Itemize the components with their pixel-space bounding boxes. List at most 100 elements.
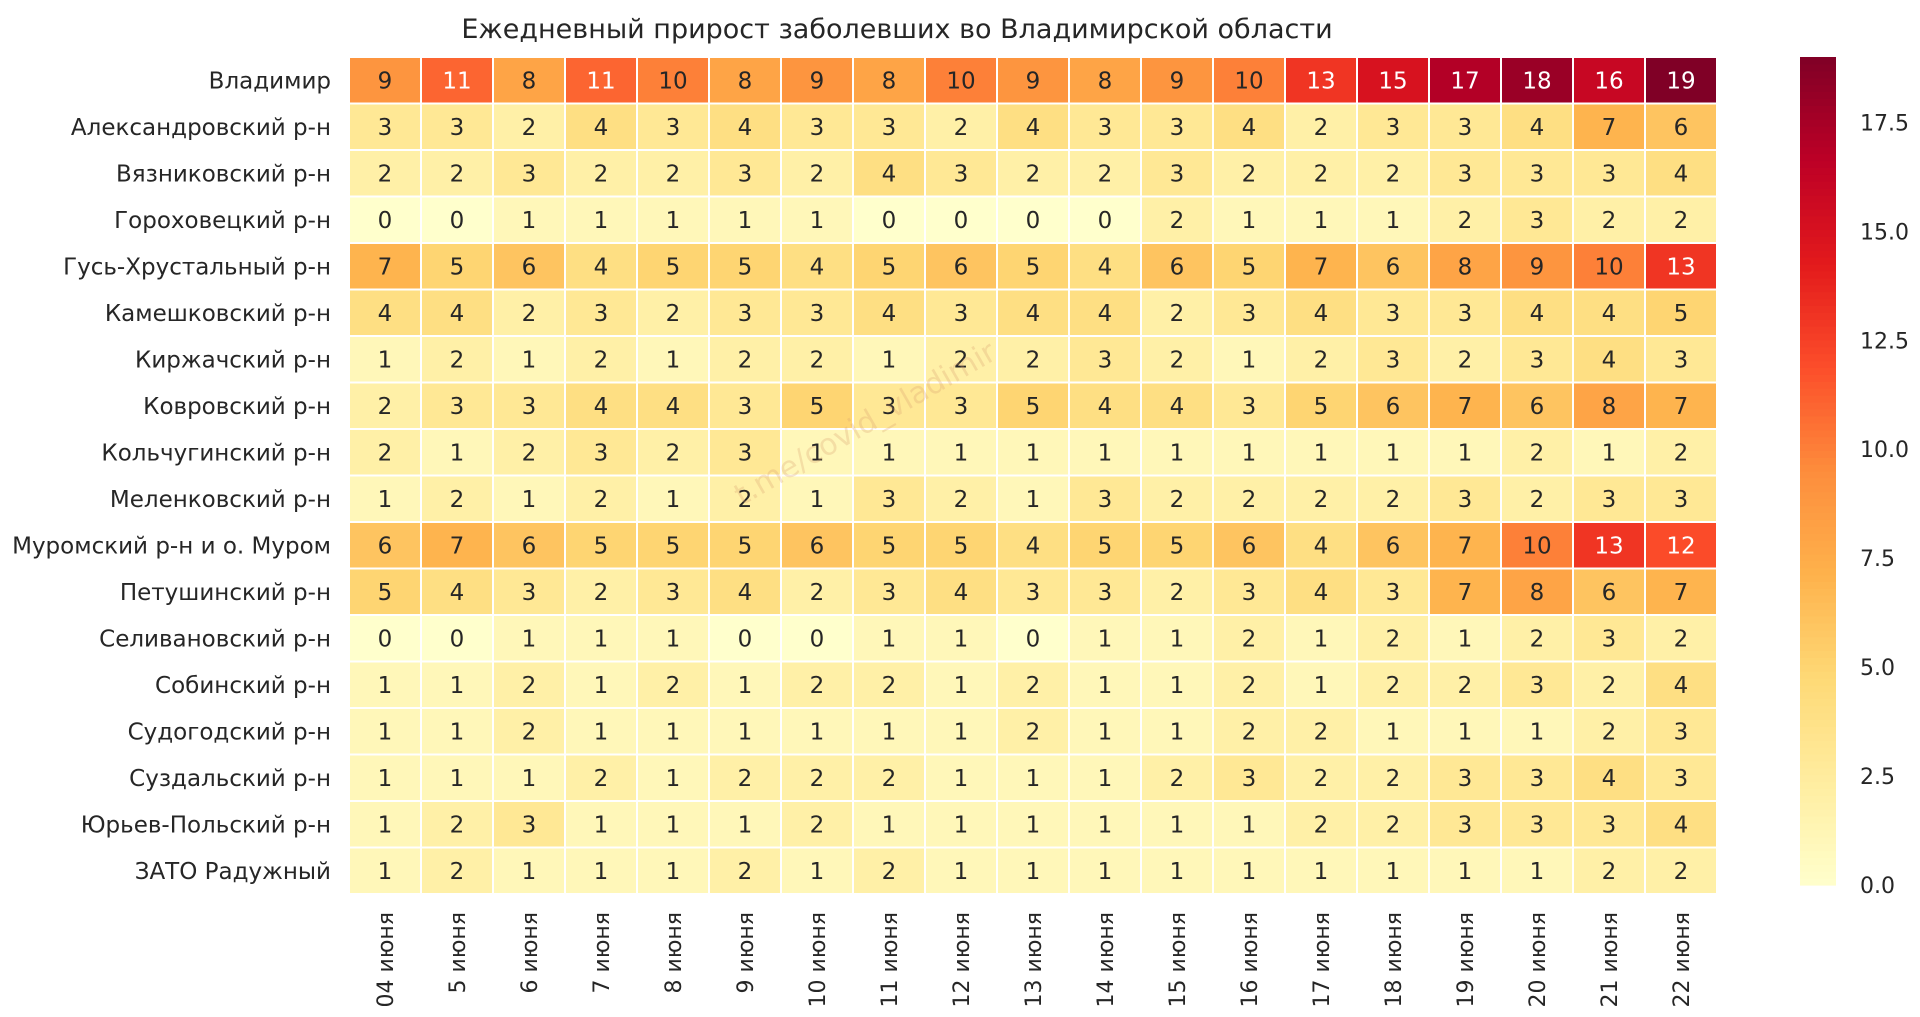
heatmap-cell (348, 102, 422, 151)
colorbar-segment (1800, 671, 1836, 679)
cell-value: 3 (810, 301, 825, 327)
cell-value: 1 (450, 766, 465, 792)
cell-value: 2 (1458, 673, 1473, 699)
cell-value: 1 (1026, 766, 1041, 792)
colorbar-segment (1800, 491, 1836, 500)
cell-value: 19 (1666, 68, 1695, 94)
colorbar-segment (1800, 415, 1836, 424)
cell-value: 1 (666, 347, 681, 373)
heatmap-cell (852, 102, 926, 151)
cell-value: 2 (522, 673, 537, 699)
colorbar-segment (1800, 788, 1836, 796)
cell-value: 5 (1026, 254, 1041, 280)
cell-value: 1 (594, 626, 609, 652)
row-label: Киржачский р-н (135, 347, 331, 373)
cell-value: 13 (1666, 254, 1695, 280)
colorbar-segment (1800, 174, 1836, 182)
heatmap-cell (348, 335, 422, 384)
heatmap-cell (1140, 707, 1214, 756)
colorbar-segment (1800, 471, 1836, 479)
cell-value: 2 (1170, 208, 1185, 234)
heatmap-cell (1644, 846, 1718, 895)
heatmap-cell (1644, 614, 1718, 663)
cell-value: 7 (1458, 394, 1473, 420)
heatmap-cell (1356, 149, 1430, 198)
heatmap-cell (636, 521, 710, 570)
heatmap-cell (1428, 335, 1502, 384)
heatmap-cell (492, 846, 566, 895)
heatmap-cell (636, 242, 710, 291)
cell-value: 4 (1026, 301, 1041, 327)
cell-value: 2 (1314, 487, 1329, 513)
heatmap-cell (1284, 753, 1358, 802)
cell-value: 4 (594, 115, 609, 141)
heatmap-cell (708, 567, 782, 616)
cell-value: 1 (1170, 719, 1185, 745)
cell-value: 2 (450, 347, 465, 373)
cell-value: 3 (1098, 347, 1113, 373)
heatmap-cell (924, 428, 998, 477)
cell-value: 1 (1098, 859, 1113, 885)
cell-value: 6 (1530, 394, 1545, 420)
cell-value: 2 (1674, 626, 1689, 652)
heatmap-cell (780, 195, 854, 244)
heatmap-cell (420, 474, 494, 523)
colorbar-tick-label: 15.0 (1860, 220, 1909, 245)
cell-value: 2 (1026, 161, 1041, 187)
colorbar-segment (1800, 367, 1836, 375)
cell-value: 1 (666, 766, 681, 792)
heatmap-cell (1500, 846, 1574, 895)
colorbar-segment (1800, 878, 1836, 886)
heatmap-cell (1500, 56, 1574, 105)
heatmap-cell (348, 660, 422, 709)
cell-value: 3 (1674, 719, 1689, 745)
cell-value: 3 (1386, 301, 1401, 327)
cell-value: 1 (450, 719, 465, 745)
cell-value: 3 (1242, 301, 1257, 327)
cell-value: 1 (666, 208, 681, 234)
cell-value: 1 (1386, 208, 1401, 234)
heatmap-cell (1068, 521, 1142, 570)
colorbar-segment (1800, 629, 1836, 638)
cell-value: 1 (1458, 440, 1473, 466)
heatmap-cell (1644, 56, 1718, 105)
heatmap-cell (636, 660, 710, 709)
colorbar-segment (1800, 450, 1836, 458)
cell-value: 1 (882, 347, 897, 373)
heatmap-cell (924, 381, 998, 430)
heatmap-cell (1500, 335, 1574, 384)
heatmap-cell (1140, 753, 1214, 802)
cell-value: 3 (954, 161, 969, 187)
colorbar-segment (1800, 222, 1836, 231)
cell-value: 1 (1098, 440, 1113, 466)
cell-value: 3 (1674, 487, 1689, 513)
colorbar-segment (1800, 526, 1836, 534)
cell-value: 6 (522, 254, 537, 280)
heatmap-cell (852, 846, 926, 895)
heatmap-cell (708, 707, 782, 756)
cell-value: 0 (882, 208, 897, 234)
cell-value: 1 (1314, 440, 1329, 466)
heatmap-cell (852, 288, 926, 337)
cell-value: 7 (1314, 254, 1329, 280)
cell-value: 3 (450, 394, 465, 420)
cell-value: 2 (810, 161, 825, 187)
column-label: 18 июня (1382, 912, 1407, 1007)
cell-value: 3 (1098, 580, 1113, 606)
cell-value: 2 (522, 115, 537, 141)
cell-value: 1 (522, 347, 537, 373)
cell-value: 2 (1602, 208, 1617, 234)
colorbar-segment (1800, 132, 1836, 141)
heatmap-cell (780, 474, 854, 523)
heatmap-cell (1284, 567, 1358, 616)
cell-value: 3 (738, 440, 753, 466)
column-label: 10 июня (806, 912, 831, 1007)
cell-value: 1 (954, 859, 969, 885)
heatmap-cell (996, 660, 1070, 709)
cell-value: 1 (666, 859, 681, 885)
heatmap-cell (1284, 56, 1358, 105)
colorbar-segment (1800, 740, 1836, 748)
row-label: Суздальский р-н (129, 766, 331, 792)
cell-value: 3 (1170, 115, 1185, 141)
cell-value: 1 (522, 487, 537, 513)
